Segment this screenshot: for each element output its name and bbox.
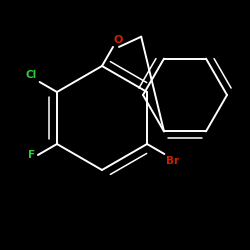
Text: Br: Br — [166, 156, 179, 166]
Text: F: F — [28, 150, 35, 160]
Text: O: O — [114, 35, 124, 45]
Text: Cl: Cl — [26, 70, 37, 80]
